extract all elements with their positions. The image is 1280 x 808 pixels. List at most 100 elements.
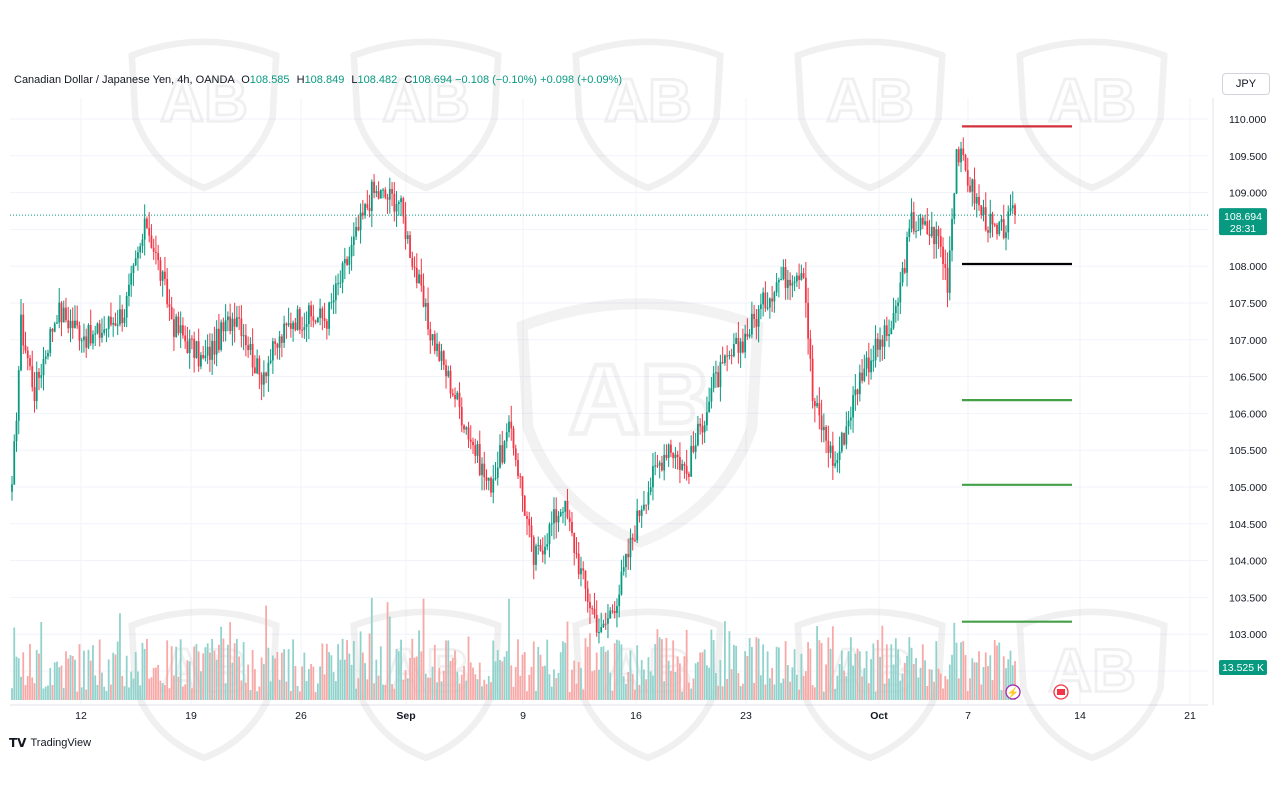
candle-body [532,537,535,565]
y-tick-label: 104.500 [1229,519,1267,531]
candle-body [987,230,989,233]
volume-bar [629,650,632,700]
volume-bar [481,686,483,700]
volume-bar [184,684,187,700]
candle-body [616,606,618,614]
symbol-title[interactable]: Canadian Dollar / Japanese Yen, 4h, OAND… [14,74,235,86]
candle-body [611,610,614,612]
candle-body [831,445,834,466]
volume-bar [170,646,173,700]
volume-bar [519,675,522,700]
candle-body [1014,205,1016,216]
volume-bar [40,622,43,700]
volume-bar [645,679,648,700]
volume-bar [526,691,528,700]
volume-bar [85,689,88,700]
candle-body [397,202,400,205]
candle-body [188,338,191,354]
volume-bar [296,686,299,700]
volume-bar [555,678,558,700]
volume-bar [674,672,677,700]
candle-body [505,432,508,442]
volume-bar [750,646,753,700]
volume-bar [980,684,983,700]
volume-bar [870,659,872,700]
candle-body [123,317,126,324]
candle-body [717,372,720,388]
volume-bar [681,691,684,700]
y-tick-label: 108.000 [1229,261,1267,273]
candle-body [472,441,474,446]
candle-body [494,477,497,479]
volume-bar [456,671,459,700]
candle-body [870,360,872,373]
lightning-event-icon[interactable] [1005,684,1021,700]
volume-bar [89,660,92,700]
candle-body [197,341,200,367]
close-label: C [404,74,413,86]
volume-bar [863,668,866,700]
volume-bar [262,663,265,700]
volume-bar [798,689,801,700]
volume-bar [80,687,83,700]
candle-body [341,263,344,283]
candle-body [69,320,72,329]
tradingview-brand[interactable]: TV TradingView [9,736,91,750]
volume-bar [1009,650,1012,700]
volume-bar [840,650,843,700]
x-tick-label: 9 [520,710,526,722]
candle-body [586,588,589,602]
volume-bar [566,621,569,700]
volume-bar [388,616,391,700]
volume-bar [319,666,321,700]
candle-body [935,229,938,245]
volume-bar [155,667,157,700]
candle-body [319,308,321,318]
volume-bar [379,646,382,700]
candle-body [150,235,153,248]
currency-button[interactable]: JPY [1222,73,1270,95]
candle-body [159,260,162,281]
volume-bar [375,659,378,700]
volume-bar [29,644,31,700]
candle-body [424,302,427,307]
volume-bar [307,668,310,700]
volume-bar [688,682,690,700]
volume-bar [964,655,967,700]
watermark-shield-icon: AB [350,38,502,192]
volume-bar [676,656,679,700]
volume-bar [112,652,115,700]
candle-body [847,420,850,427]
volume-bar [937,668,940,700]
candle-body [984,207,987,231]
candle-body [13,441,16,485]
volume-bar [213,650,216,700]
candle-body [314,320,317,323]
volume-bar [672,640,675,700]
volume-bar [908,637,911,700]
volume-bar [924,660,926,700]
candle-body [975,196,978,204]
candle-body [604,623,607,625]
volume-bar [505,650,508,700]
candle-body [694,445,697,452]
volume-bar [809,648,812,700]
candle-body [361,212,364,216]
candle-body [971,179,974,192]
volume-bar [586,646,589,700]
volume-bar [611,691,614,700]
change-value: −0.108 (−0.10%) [455,74,538,86]
candle-body [357,226,360,231]
volume-bar [782,678,785,700]
volume-bar [762,644,765,700]
svg-text:AB: AB [826,66,914,134]
candle-body [939,236,942,247]
volume-bar [910,647,913,700]
candle-body [191,338,193,340]
candle-body [701,426,704,433]
volume-bar [146,638,148,700]
candle-body [200,355,202,367]
candle-body [773,292,776,302]
